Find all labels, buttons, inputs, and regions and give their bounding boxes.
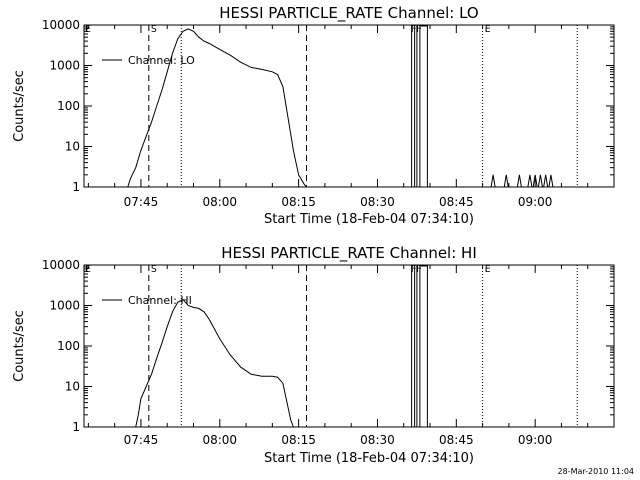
event-flag-label: E	[485, 24, 491, 35]
panel-lo: HESSI PARTICLE_RATE Channel: LO 1 10 100 100…	[12, 4, 615, 227]
x-tick-label: 09:00	[518, 433, 553, 447]
event-flag-label: S	[151, 264, 157, 275]
flag-label: F	[411, 24, 417, 35]
background-spike	[537, 174, 543, 188]
background-spike	[490, 174, 496, 188]
event-flag-label: E	[485, 264, 491, 275]
legend-label: Channel: LO	[128, 54, 195, 67]
background-spike	[532, 174, 538, 188]
background-spike	[503, 174, 509, 188]
x-tick-label: 07:45	[124, 195, 159, 209]
x-axis-label: Start Time (18-Feb-04 07:34:10)	[264, 451, 474, 466]
background-spike	[543, 174, 549, 188]
x-tick-label: 08:00	[202, 433, 237, 447]
x-tick-label: 08:30	[360, 433, 395, 447]
series-line	[127, 28, 307, 188]
chart-title: HESSI PARTICLE_RATE Channel: LO	[219, 4, 478, 23]
event-flag-label: S	[151, 24, 157, 35]
x-tick-label: 08:15	[281, 433, 316, 447]
y-tick-label: 100	[57, 99, 80, 113]
background-spike	[527, 174, 533, 188]
edge-flag-label: E	[85, 24, 91, 35]
y-tick-label: 10	[65, 380, 80, 394]
x-tick-label: 07:45	[124, 433, 159, 447]
y-tick-label: 10	[65, 140, 80, 154]
x-tick-label: 08:45	[439, 195, 474, 209]
y-axis-label: Counts/sec	[12, 310, 27, 382]
x-tick-label: 08:30	[360, 195, 395, 209]
panel-hi: HESSI PARTICLE_RATE Channel: HI 1 10 100 100…	[12, 244, 615, 466]
x-tick-label: 08:15	[281, 195, 316, 209]
edge-flag-label: E	[85, 264, 91, 275]
flag-label: F	[411, 264, 417, 275]
y-tick-label: 10000	[42, 18, 80, 32]
y-tick-label: 1000	[49, 299, 80, 313]
y-tick-label: 1	[72, 420, 80, 434]
series-line	[135, 298, 294, 428]
y-tick-label: 1000	[49, 59, 80, 73]
legend-label: Channel: HI	[128, 294, 192, 307]
y-tick-label: 10000	[42, 258, 80, 272]
y-axis-label: Counts/sec	[12, 70, 27, 142]
x-tick-label: 08:00	[202, 195, 237, 209]
x-tick-label: 09:00	[518, 195, 553, 209]
x-axis-label: Start Time (18-Feb-04 07:34:10)	[264, 212, 474, 227]
background-spike	[548, 174, 554, 188]
y-tick-label: 1	[72, 180, 80, 194]
timestamp-label: 28-Mar-2010 11:04	[558, 467, 635, 476]
flag-label: F	[416, 264, 422, 275]
chart-title: HESSI PARTICLE_RATE Channel: HI	[221, 244, 477, 263]
x-tick-label: 08:45	[439, 433, 474, 447]
background-spike	[516, 174, 522, 188]
flag-label: F	[416, 24, 422, 35]
y-tick-label: 100	[57, 339, 80, 353]
